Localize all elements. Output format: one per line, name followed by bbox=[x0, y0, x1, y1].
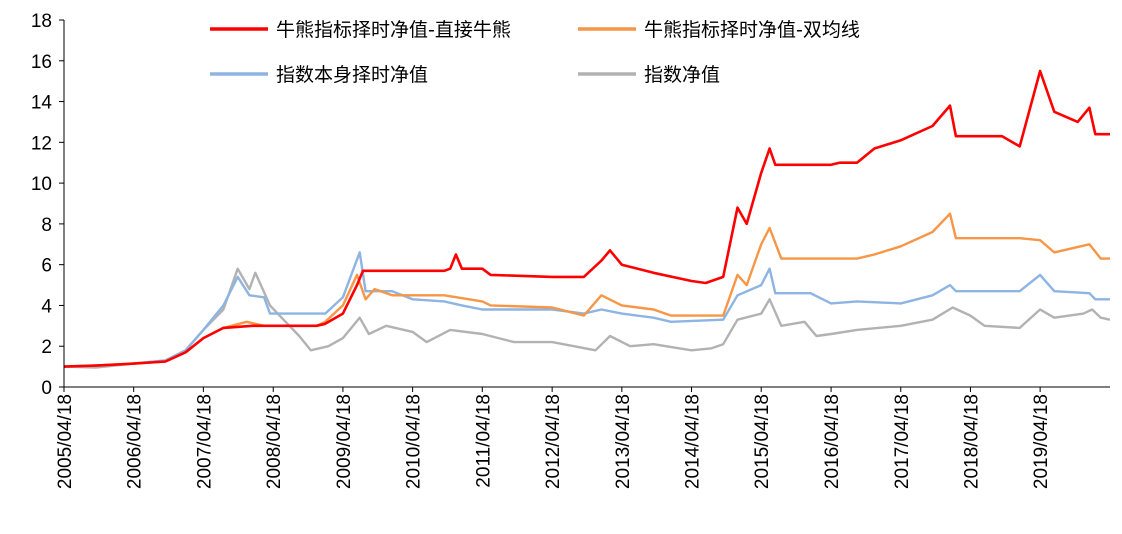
x-tick-label: 2013/04/18 bbox=[613, 394, 634, 489]
x-axis-ticks: 2005/04/18 2006/04/18 2007/04/18 2008/04/18… bbox=[55, 387, 1052, 489]
legend-label-index-timing: 指数本身择时净值 bbox=[276, 64, 428, 86]
legend-item-index: 指数净值 bbox=[578, 64, 720, 86]
x-tick-label: 2017/04/18 bbox=[892, 394, 913, 489]
y-tick-label: 16 bbox=[31, 52, 52, 73]
x-tick-label: 2010/04/18 bbox=[404, 394, 425, 489]
x-tick-label: 2012/04/18 bbox=[543, 394, 564, 489]
x-tick-label: 2009/04/18 bbox=[334, 394, 355, 489]
legend-label-direct: 牛熊指标择时净值-直接牛熊 bbox=[276, 19, 511, 41]
legend-item-direct: 牛熊指标择时净值-直接牛熊 bbox=[210, 19, 511, 41]
series-line-3 bbox=[64, 269, 1110, 368]
x-tick-label: 2016/04/18 bbox=[822, 394, 843, 489]
x-tick-label: 2014/04/18 bbox=[683, 394, 704, 489]
y-tick-label: 2 bbox=[41, 337, 52, 358]
x-tick-label: 2007/04/18 bbox=[194, 394, 215, 489]
legend-item-index-timing: 指数本身择时净值 bbox=[210, 64, 428, 86]
y-axis-ticks: 0 2 4 6 8 10 12 14 16 18 bbox=[31, 11, 64, 399]
series-group bbox=[64, 71, 1110, 368]
x-tick-label: 2011/04/18 bbox=[473, 394, 494, 488]
x-tick-label: 2015/04/18 bbox=[752, 394, 773, 489]
legend-label-index: 指数净值 bbox=[644, 64, 720, 86]
legend: 牛熊指标择时净值-直接牛熊 牛熊指标择时净值-双均线 指数本身择时净值 指数净值 bbox=[210, 19, 860, 86]
y-tick-label: 10 bbox=[31, 174, 52, 195]
y-tick-label: 14 bbox=[31, 93, 53, 114]
y-tick-label: 8 bbox=[41, 215, 52, 236]
series-line-1 bbox=[64, 214, 1110, 367]
y-tick-label: 18 bbox=[31, 11, 52, 32]
y-tick-label: 12 bbox=[31, 133, 52, 154]
x-tick-label: 2006/04/18 bbox=[125, 394, 146, 489]
y-tick-label: 0 bbox=[41, 378, 52, 399]
x-tick-label: 2019/04/18 bbox=[1031, 394, 1052, 489]
x-tick-label: 2008/04/18 bbox=[264, 394, 285, 489]
y-tick-label: 4 bbox=[41, 296, 52, 317]
y-tick-label: 6 bbox=[41, 256, 52, 277]
series-line-0 bbox=[64, 71, 1110, 367]
legend-item-dual-ma: 牛熊指标择时净值-双均线 bbox=[578, 19, 860, 41]
x-tick-label: 2005/04/18 bbox=[55, 394, 76, 489]
legend-label-dual-ma: 牛熊指标择时净值-双均线 bbox=[644, 19, 860, 41]
x-tick-label: 2018/04/18 bbox=[961, 394, 982, 489]
